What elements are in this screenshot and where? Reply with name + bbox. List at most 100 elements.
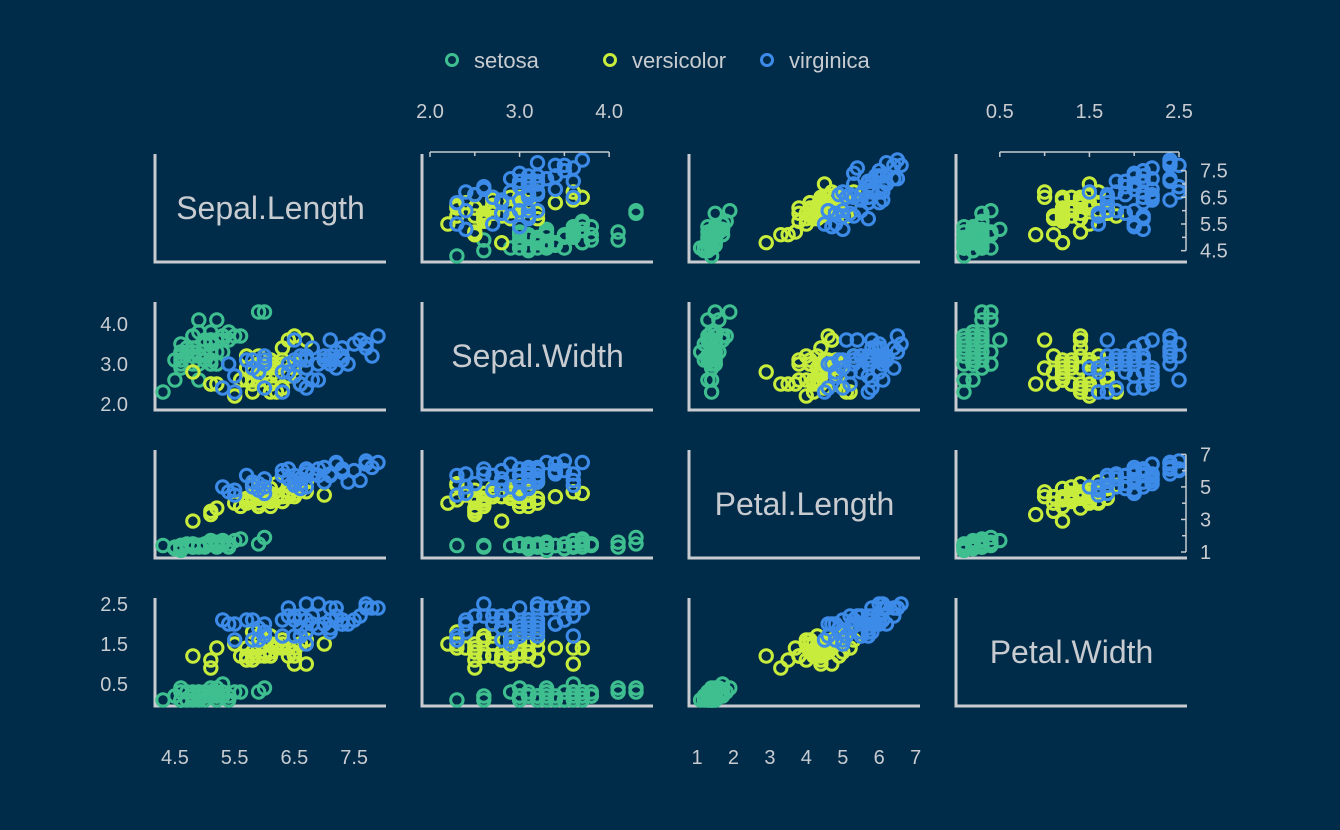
panel-Sepal.Width-vs-Sepal.Width: Sepal.Width <box>421 302 654 410</box>
bottom-tick-label-Petal.Length: 4 <box>801 747 812 769</box>
panel-Sepal.Length-vs-Petal.Length <box>688 154 921 262</box>
left-tick-label-Sepal.Width: 3.0 <box>100 354 128 376</box>
panel-Sepal.Width-vs-Sepal.Length <box>154 302 387 410</box>
right-tick-label-Petal.Length: 1 <box>1200 542 1211 564</box>
point-versicolor <box>549 642 561 654</box>
panel-Petal.Width-vs-Sepal.Length <box>154 598 387 706</box>
point-setosa <box>157 539 169 551</box>
right-tick-label-Sepal.Length: 4.5 <box>1200 241 1228 263</box>
point-virginica <box>1164 194 1176 206</box>
panel-Petal.Length-vs-Petal.Width <box>955 450 1188 558</box>
legend: setosa versicolor virginica <box>447 48 871 73</box>
point-versicolor <box>1030 508 1042 520</box>
point-setosa <box>967 374 979 386</box>
point-setosa <box>994 334 1006 346</box>
legend-label-versicolor: versicolor <box>632 48 726 73</box>
point-setosa <box>724 306 736 318</box>
point-virginica <box>372 330 384 342</box>
bottom-tick-label-Petal.Length: 5 <box>837 747 848 769</box>
panel-Sepal.Width-vs-Petal.Length <box>688 302 921 410</box>
point-virginica <box>531 157 543 169</box>
top-tick-label-Sepal.Width: 2.0 <box>416 101 444 123</box>
panel-Petal.Length-vs-Sepal.Length <box>154 450 387 558</box>
point-versicolor <box>318 638 330 650</box>
point-setosa <box>612 226 624 238</box>
left-tick-label-Petal.Width: 0.5 <box>100 674 128 696</box>
right-tick-label-Sepal.Length: 7.5 <box>1200 161 1228 183</box>
point-setosa <box>451 539 463 551</box>
bottom-tick-label-Sepal.Length: 4.5 <box>161 747 189 769</box>
top-tick-label-Sepal.Width: 3.0 <box>506 101 534 123</box>
point-versicolor <box>576 642 588 654</box>
point-versicolor <box>469 662 481 674</box>
diagonal-label-Sepal.Length: Sepal.Length <box>176 190 365 226</box>
point-virginica <box>549 183 561 195</box>
point-versicolor <box>760 366 772 378</box>
point-virginica <box>576 602 588 614</box>
bottom-tick-label-Petal.Length: 2 <box>728 747 739 769</box>
point-setosa <box>451 250 463 262</box>
point-versicolor <box>760 237 772 249</box>
point-versicolor <box>549 197 561 209</box>
panel-Petal.Width-vs-Petal.Width: Petal.Width <box>955 598 1188 706</box>
right-tick-label-Sepal.Length: 6.5 <box>1200 187 1228 209</box>
panel-Sepal.Length-vs-Petal.Width <box>955 154 1188 262</box>
point-versicolor <box>205 662 217 674</box>
bottom-tick-label-Sepal.Length: 6.5 <box>280 747 308 769</box>
point-versicolor <box>496 515 508 527</box>
diagonal-label-Sepal.Width: Sepal.Width <box>451 338 624 374</box>
top-tick-label-Petal.Width: 1.5 <box>1076 101 1104 123</box>
left-tick-label-Petal.Width: 2.5 <box>100 594 128 616</box>
point-virginica <box>576 456 588 468</box>
legend-label-virginica: virginica <box>789 48 870 73</box>
top-tick-label-Petal.Width: 0.5 <box>986 101 1014 123</box>
legend-marker-virginica <box>762 55 773 66</box>
point-virginica <box>1173 374 1185 386</box>
point-setosa <box>157 386 169 398</box>
bottom-tick-label-Petal.Length: 3 <box>764 747 775 769</box>
top-tick-label-Sepal.Width: 4.0 <box>595 101 623 123</box>
point-virginica <box>324 334 336 346</box>
point-versicolor <box>1038 334 1050 346</box>
panel-Sepal.Length-vs-Sepal.Length: Sepal.Length <box>154 154 387 262</box>
point-setosa <box>169 374 181 386</box>
legend-item-setosa: setosa <box>447 48 540 73</box>
right-tick-label-Sepal.Length: 5.5 <box>1200 214 1228 236</box>
bottom-tick-label-Petal.Length: 7 <box>910 747 921 769</box>
point-virginica <box>354 474 366 486</box>
right-tick-label-Petal.Length: 3 <box>1200 509 1211 531</box>
bottom-tick-label-Petal.Length: 1 <box>691 747 702 769</box>
point-setosa <box>451 694 463 706</box>
panel-Petal.Width-vs-Sepal.Width <box>421 598 654 706</box>
point-versicolor <box>760 650 772 662</box>
top-tick-label-Petal.Width: 2.5 <box>1165 101 1193 123</box>
panel-Petal.Length-vs-Petal.Length: Petal.Length <box>688 450 921 558</box>
point-versicolor <box>211 642 223 654</box>
panel-grid: Sepal.Length Sepal.Width Petal.Length Petal… <box>154 154 1188 706</box>
point-versicolor <box>549 491 561 503</box>
point-versicolor <box>1030 378 1042 390</box>
point-versicolor <box>1074 226 1086 238</box>
bottom-tick-label-Petal.Length: 6 <box>874 747 885 769</box>
legend-marker-setosa <box>447 55 458 66</box>
bottom-tick-label-Sepal.Length: 7.5 <box>340 747 368 769</box>
right-tick-label-Petal.Length: 5 <box>1200 477 1211 499</box>
point-versicolor <box>187 650 199 662</box>
bottom-tick-label-Sepal.Length: 5.5 <box>221 747 249 769</box>
point-versicolor <box>318 489 330 501</box>
point-versicolor <box>187 515 199 527</box>
point-setosa <box>211 314 223 326</box>
left-tick-label-Sepal.Width: 4.0 <box>100 314 128 336</box>
point-versicolor <box>1047 229 1059 241</box>
legend-marker-versicolor <box>605 55 616 66</box>
legend-item-versicolor: versicolor <box>605 48 727 73</box>
right-tick-label-Petal.Length: 7 <box>1200 444 1211 466</box>
left-tick-label-Petal.Width: 1.5 <box>100 634 128 656</box>
point-versicolor <box>775 662 787 674</box>
left-tick-label-Sepal.Width: 2.0 <box>100 394 128 416</box>
diagonal-label-Petal.Length: Petal.Length <box>715 486 895 522</box>
legend-label-setosa: setosa <box>474 48 540 73</box>
panel-Sepal.Length-vs-Sepal.Width <box>421 154 654 262</box>
legend-item-virginica: virginica <box>762 48 871 73</box>
